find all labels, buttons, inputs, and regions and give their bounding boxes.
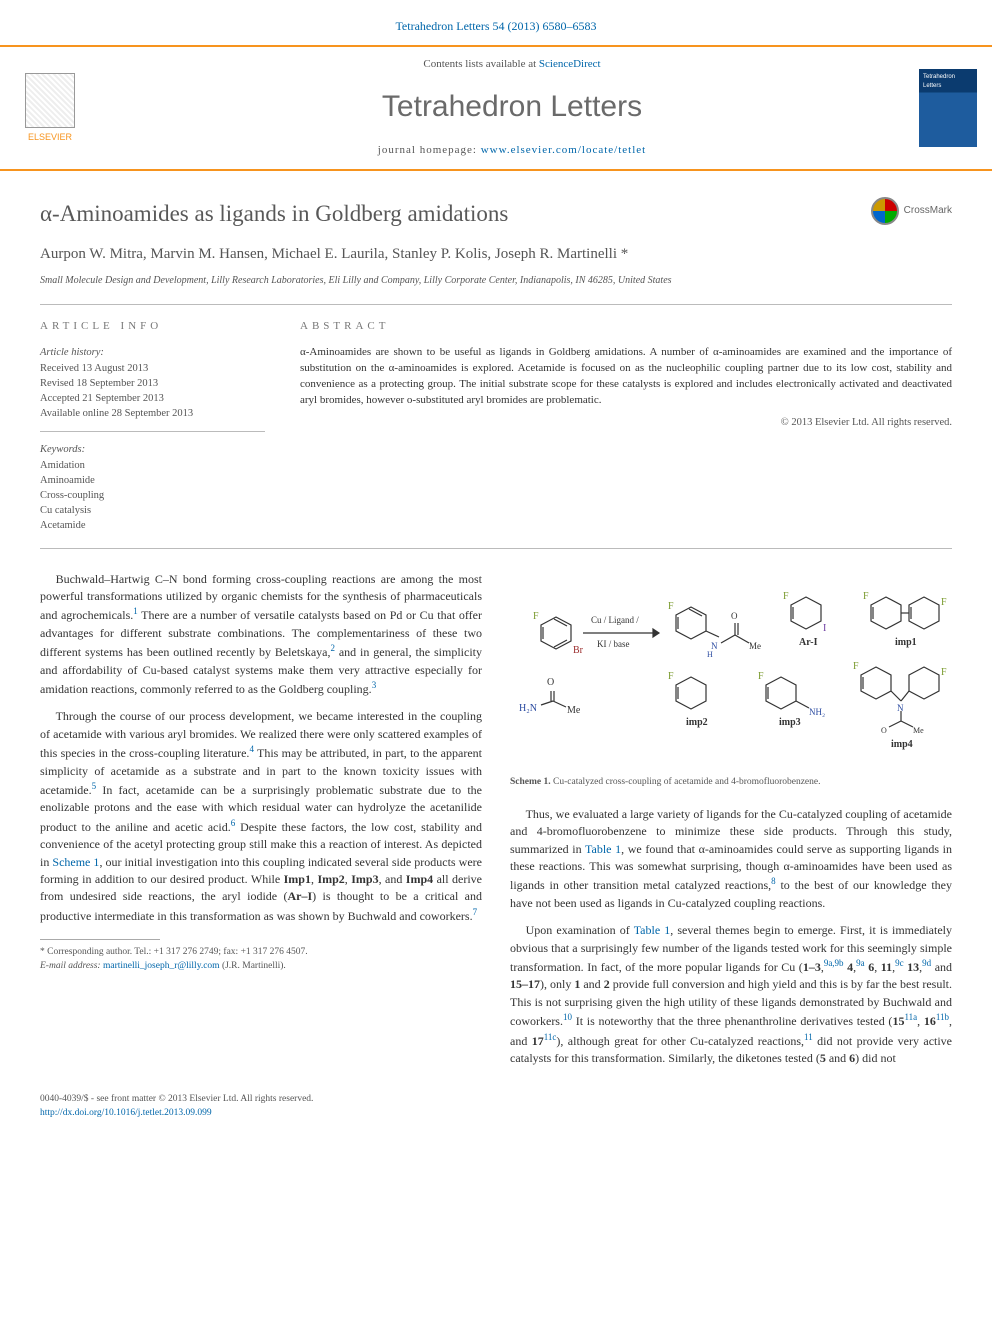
homepage-line: journal homepage: www.elsevier.com/locat…: [105, 143, 919, 159]
abstract-copyright: © 2013 Elsevier Ltd. All rights reserved…: [300, 415, 952, 430]
history-item: Accepted 21 September 2013: [40, 391, 265, 406]
body-col-left: Buchwald–Hartwig C–N bond forming cross-…: [40, 571, 482, 1078]
para: Through the course of our process develo…: [40, 708, 482, 925]
svg-text:H: H: [707, 650, 713, 659]
citation: Tetrahedron Letters 54 (2013) 6580–6583: [0, 0, 992, 45]
svg-text:F: F: [668, 601, 674, 612]
corr-line: * Corresponding author. Tel.: +1 317 276…: [40, 946, 482, 960]
svg-text:O: O: [881, 726, 887, 735]
footer-copyright: 0040-4039/$ - see front matter © 2013 El…: [40, 1093, 952, 1107]
svg-text:F: F: [863, 591, 869, 602]
keyword: Cu catalysis: [40, 503, 265, 518]
journal-cover-thumb: Tetrahedron Letters: [919, 69, 977, 147]
abstract-text: α-Aminoamides are shown to be useful as …: [300, 345, 952, 409]
svg-text:F: F: [941, 667, 947, 678]
keyword: Aminoamide: [40, 473, 265, 488]
svg-text:I: I: [823, 623, 826, 634]
svg-text:imp4: imp4: [891, 739, 913, 750]
keywords-label: Keywords:: [40, 442, 265, 457]
svg-text:F: F: [758, 671, 764, 682]
svg-text:O: O: [547, 677, 554, 688]
svg-text:Cu / Ligand /: Cu / Ligand /: [591, 615, 639, 625]
contents-line: Contents lists available at ScienceDirec…: [105, 57, 919, 73]
journal-title: Tetrahedron Letters: [105, 85, 919, 129]
scheme-label: Scheme 1.: [510, 777, 551, 787]
crossmark-icon: [871, 197, 899, 225]
svg-text:Me: Me: [749, 641, 761, 651]
article-info-head: ARTICLE INFO: [40, 319, 265, 335]
history-item: Available online 28 September 2013: [40, 406, 265, 421]
keyword: Amidation: [40, 458, 265, 473]
keyword: Cross-coupling: [40, 488, 265, 503]
email-label: E-mail address:: [40, 961, 101, 971]
svg-text:NH₂: NH₂: [809, 707, 825, 717]
history-item: Received 13 August 2013: [40, 361, 265, 376]
svg-text:Me: Me: [913, 726, 924, 735]
svg-text:Br: Br: [573, 645, 584, 656]
svg-text:imp3: imp3: [779, 717, 801, 728]
crossmark-label: CrossMark: [904, 204, 952, 219]
svg-text:F: F: [853, 661, 859, 672]
sciencedirect-link[interactable]: ScienceDirect: [539, 58, 601, 70]
scheme-caption-text: Cu-catalyzed cross-coupling of acetamide…: [551, 777, 821, 787]
svg-text:F: F: [783, 591, 789, 602]
para: Buchwald–Hartwig C–N bond forming cross-…: [40, 571, 482, 699]
keywords: Keywords: Amidation Aminoamide Cross-cou…: [40, 442, 265, 533]
svg-text:H₂N: H₂N: [519, 703, 537, 714]
scheme-1-figure: F Br Cu / Ligand / KI / base O H₂N Me: [510, 575, 952, 770]
para: Upon examination of Table 1, several the…: [510, 922, 952, 1067]
authors: Aurpon W. Mitra, Marvin M. Hansen, Micha…: [40, 244, 952, 266]
svg-text:KI / base: KI / base: [597, 639, 630, 649]
page-footer: 0040-4039/$ - see front matter © 2013 El…: [0, 1087, 992, 1137]
svg-text:Ar-I: Ar-I: [799, 637, 818, 648]
article-history: Article history: Received 13 August 2013…: [40, 345, 265, 432]
body-col-right: F Br Cu / Ligand / KI / base O H₂N Me: [510, 571, 952, 1078]
abstract-head: ABSTRACT: [300, 319, 952, 335]
affiliation: Small Molecule Design and Development, L…: [40, 274, 952, 289]
scheme-1-svg: F Br Cu / Ligand / KI / base O H₂N Me: [510, 575, 952, 765]
paper-title: α-Aminoamides as ligands in Goldberg ami…: [40, 197, 952, 230]
svg-text:F: F: [668, 671, 674, 682]
elsevier-logo: ELSEVIER: [15, 68, 85, 148]
history-item: Revised 18 September 2013: [40, 376, 265, 391]
journal-header: ELSEVIER Contents lists available at Sci…: [0, 45, 992, 170]
publisher-name: ELSEVIER: [28, 131, 72, 144]
doi-link[interactable]: http://dx.doi.org/10.1016/j.tetlet.2013.…: [40, 1108, 212, 1118]
svg-text:imp1: imp1: [895, 637, 917, 648]
svg-text:F: F: [941, 597, 947, 608]
keyword: Acetamide: [40, 518, 265, 533]
history-label: Article history:: [40, 345, 265, 360]
corresponding-footnote: * Corresponding author. Tel.: +1 317 276…: [40, 946, 482, 974]
svg-text:imp2: imp2: [686, 717, 708, 728]
svg-text:Me: Me: [567, 705, 581, 716]
svg-text:O: O: [731, 611, 738, 621]
footnote-rule: [40, 939, 160, 940]
corr-name: (J.R. Martinelli).: [222, 961, 286, 971]
svg-text:F: F: [533, 611, 539, 622]
elsevier-tree-icon: [25, 73, 75, 128]
scheme-1-caption: Scheme 1. Cu-catalyzed cross-coupling of…: [510, 776, 952, 790]
homepage-prefix: journal homepage:: [378, 144, 481, 156]
authors-list: Aurpon W. Mitra, Marvin M. Hansen, Micha…: [40, 246, 628, 262]
para: Thus, we evaluated a large variety of li…: [510, 806, 952, 912]
crossmark-badge[interactable]: CrossMark: [871, 197, 952, 225]
contents-prefix: Contents lists available at: [423, 58, 538, 70]
corr-email-link[interactable]: martinelli_joseph_r@lilly.com: [103, 961, 220, 971]
homepage-link[interactable]: www.elsevier.com/locate/tetlet: [481, 144, 647, 156]
